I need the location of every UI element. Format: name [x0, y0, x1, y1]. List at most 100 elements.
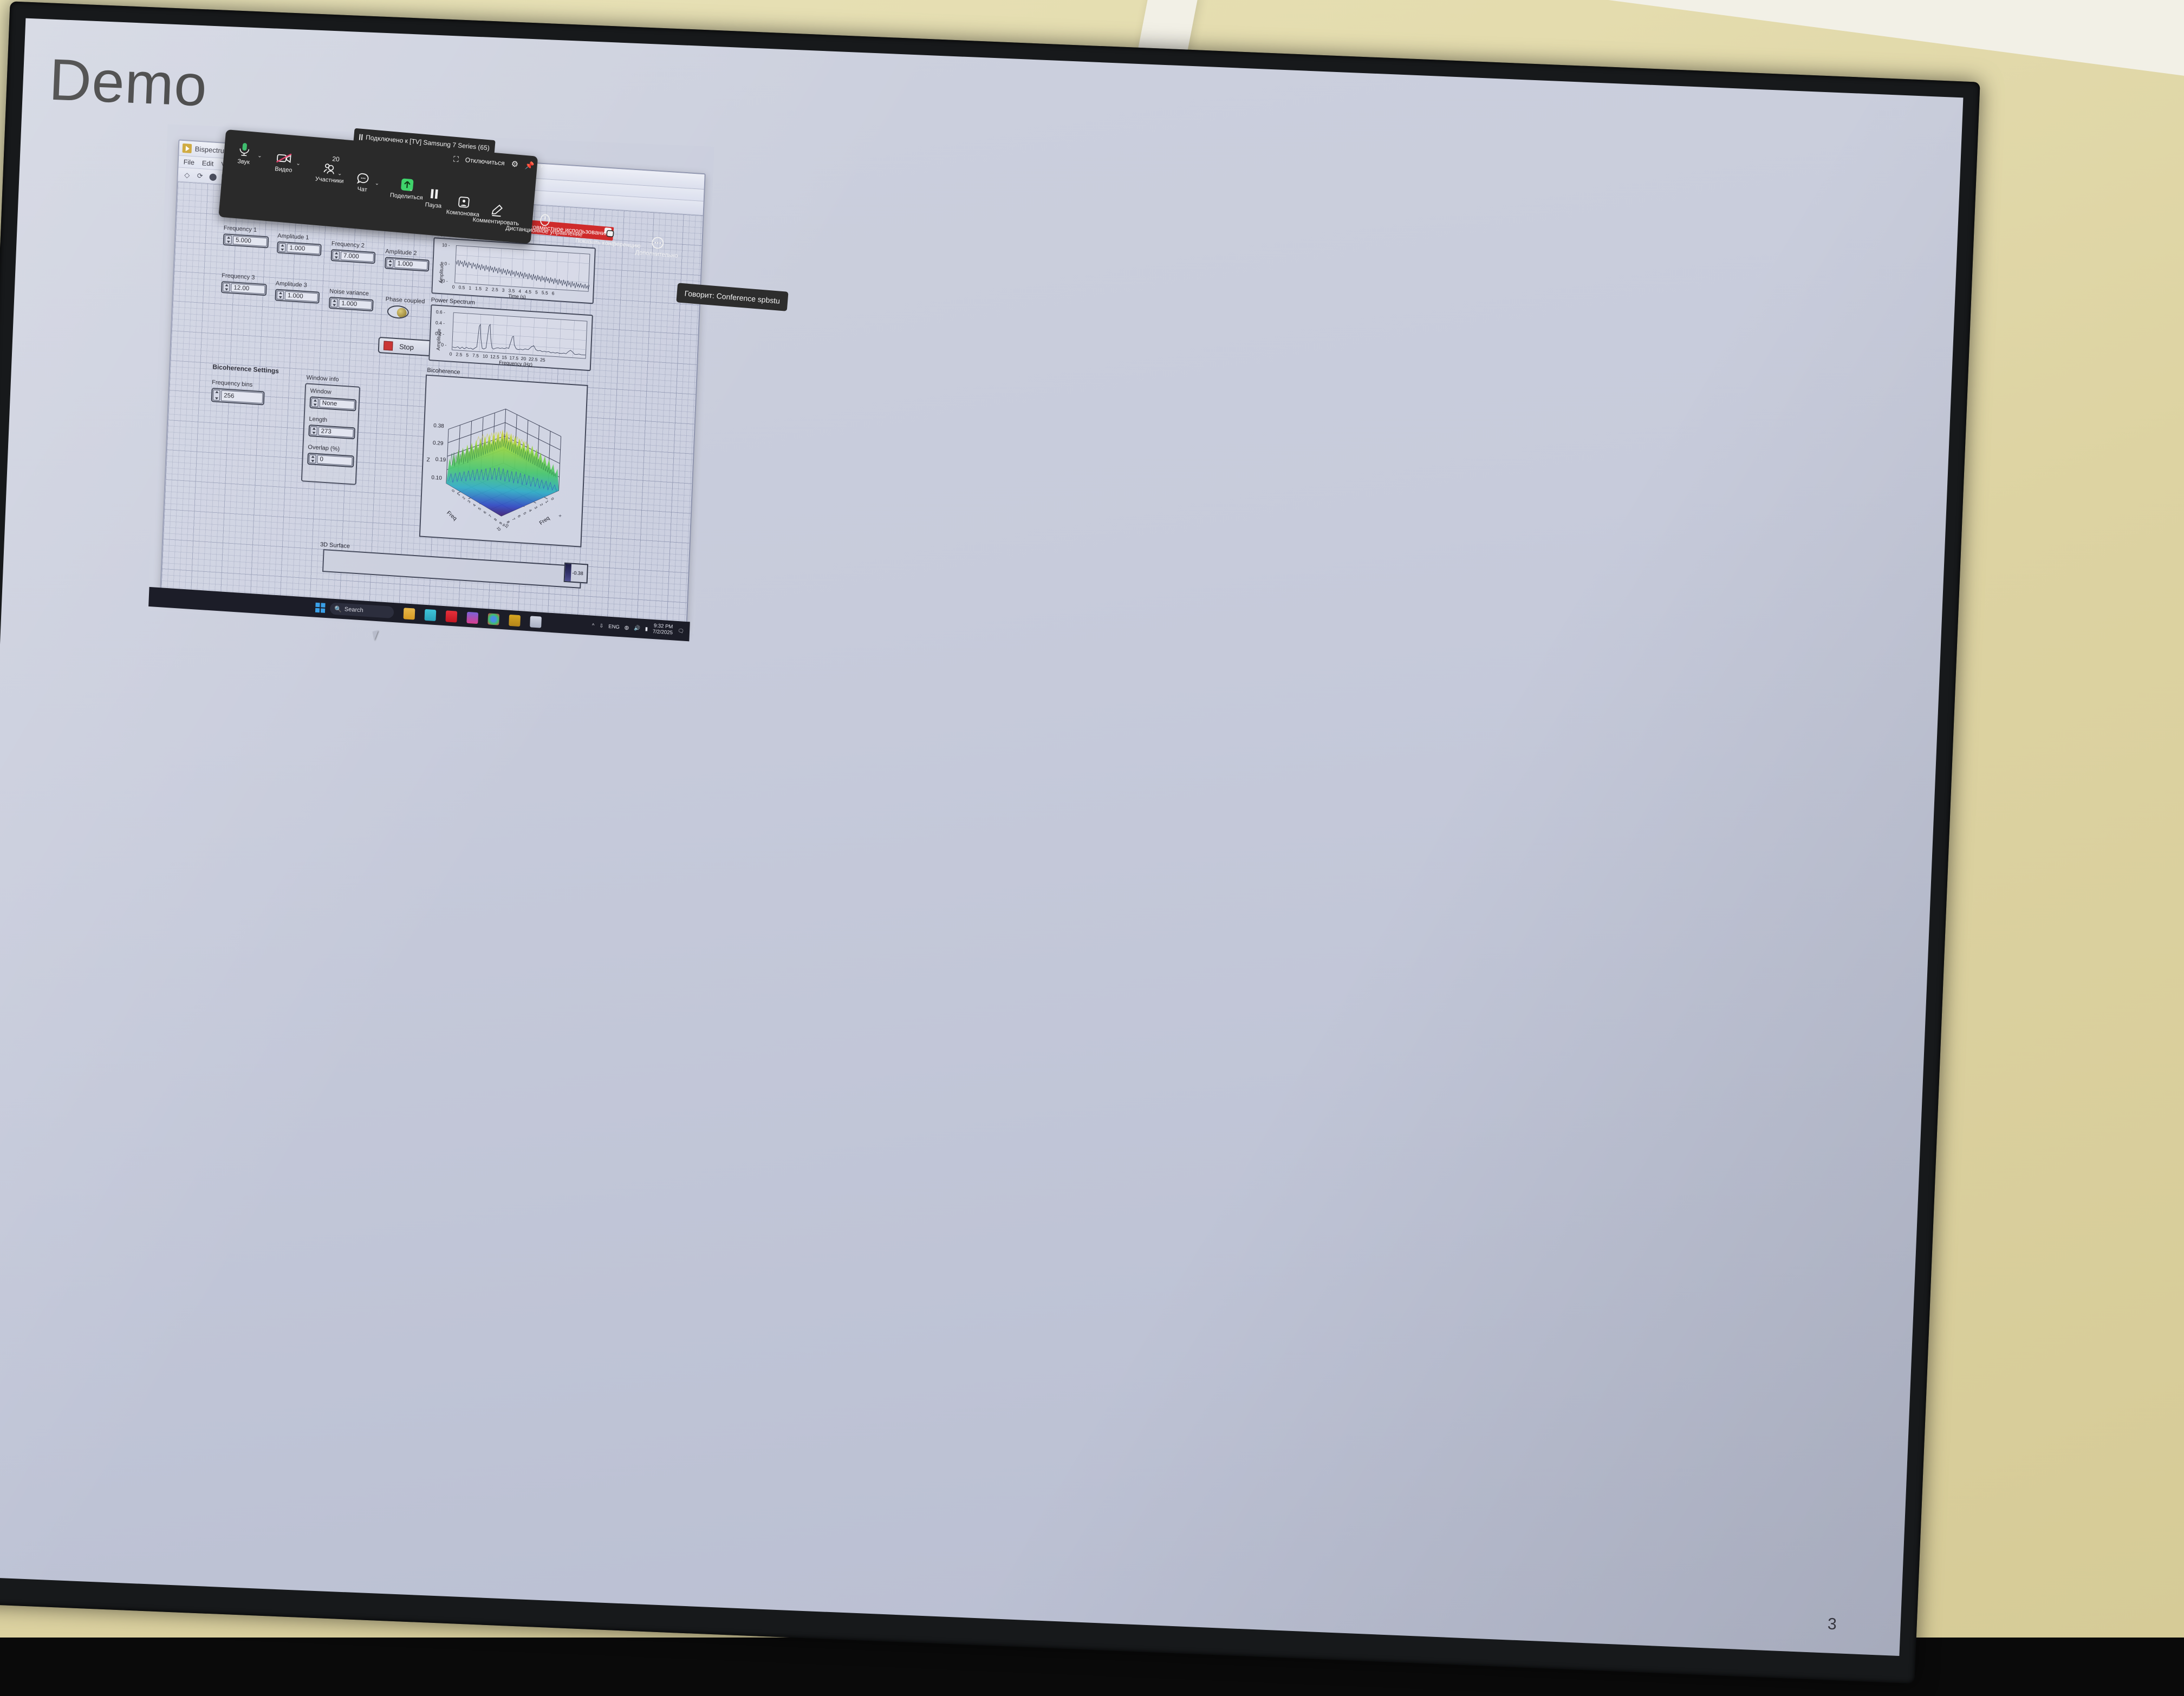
more-ellipsis-icon [651, 233, 665, 250]
window-spinner[interactable] [311, 398, 318, 407]
participants-count: 20 [332, 155, 340, 163]
amplitude-2-label: Amplitude 2 [385, 248, 417, 257]
audio-chevron-down-icon[interactable]: ⌄ [257, 153, 262, 159]
video-chevron-down-icon[interactable]: ⌄ [296, 160, 301, 167]
menu-edit[interactable]: Edit [202, 159, 214, 167]
3d-surface-label: 3D Surface [320, 542, 350, 550]
run-arrow-icon[interactable]: ◇ [183, 170, 192, 180]
youtube-icon[interactable] [445, 610, 457, 622]
frequency-bins-input[interactable]: 256 [211, 388, 265, 405]
frequency-1-spinner[interactable] [225, 235, 232, 244]
calculator-icon[interactable] [530, 616, 542, 628]
language-indicator[interactable]: ENG [608, 623, 620, 630]
3d-surface-strip[interactable] [322, 549, 582, 589]
frequency-3-value: 12.00 [231, 283, 265, 294]
bicoherence-3d-plot[interactable]: 0.38 0.29 0.19 0.10 Z Freq Freq [419, 375, 588, 547]
amplitude-2-input[interactable]: 1.000 [385, 257, 430, 271]
zoom-chat-button[interactable]: Чат [355, 168, 370, 193]
chrome-icon[interactable] [487, 613, 499, 625]
frequency-bins-spinner[interactable] [213, 389, 220, 401]
window-input[interactable]: None [309, 396, 356, 412]
signal-graph[interactable]: Amplitude 10 - 0 - -10 - [431, 237, 596, 304]
noise-variance-input[interactable]: 1.000 [329, 297, 374, 311]
taskbar-clock[interactable]: 9:32 PM 7/2/2025 [653, 623, 673, 636]
frequency-3-input[interactable]: 12.00 [221, 281, 267, 296]
overlap-spinner[interactable] [309, 454, 316, 464]
frequency-1-label: Frequency 1 [224, 225, 257, 233]
labview-cursor: ⁺ [558, 513, 562, 521]
amplitude-3-spinner[interactable] [277, 291, 284, 300]
frequency-2-value: 7.000 [341, 251, 374, 262]
overlap-input[interactable]: 0 [307, 453, 354, 468]
signal-y-tick-0: 0 - [444, 261, 450, 267]
surface-mesh [445, 426, 561, 520]
frequency-2-input[interactable]: 7.000 [331, 249, 376, 264]
zoom-audio-button[interactable]: Звук [237, 140, 251, 166]
amplitude-2-spinner[interactable] [386, 259, 394, 268]
notification-icon[interactable]: 🗨 [678, 628, 684, 634]
taskbar-system-tray[interactable]: ^ ⇩ ENG ◍ 🔊 ▮ 9:32 PM 7/2/2025 🗨 [592, 619, 690, 637]
frequency-1-input[interactable]: 5.000 [223, 233, 269, 248]
zoom-pause-button[interactable]: Пауза [425, 184, 443, 209]
length-input[interactable]: 273 [308, 425, 355, 440]
frequency-3-spinner[interactable] [223, 283, 230, 292]
battery-icon[interactable]: ▮ [645, 626, 648, 632]
signal-y-tick-10: 10 - [442, 242, 450, 248]
frequency-2-spinner[interactable] [333, 251, 340, 260]
color-scale-legend[interactable]: -0.38 [564, 563, 588, 584]
stop-button-label: Stop [399, 342, 414, 351]
zoom-video-button[interactable]: Видео [275, 148, 294, 174]
amplitude-1-spinner[interactable] [278, 243, 286, 252]
run-continuous-icon[interactable]: ⟳ [195, 171, 205, 181]
mouse-cursor [373, 630, 380, 641]
power-y-tick-0: 0 - [441, 342, 446, 348]
color-gradient [565, 564, 571, 582]
signal-y-tick-neg10: -10 - [438, 278, 448, 284]
power-spectrum-graph[interactable]: Amplitude 0.6 - 0.4 - 0.2 - 0 - [428, 304, 593, 371]
amplitude-3-value: 1.000 [285, 291, 318, 302]
power-plot-area [452, 312, 587, 359]
amplitude-2-value: 1.000 [394, 259, 428, 270]
pin-icon[interactable]: 📌 [524, 160, 535, 170]
noise-variance-spinner[interactable] [330, 298, 338, 308]
frequency-1-value: 5.000 [233, 236, 268, 246]
chevron-up-icon[interactable]: ^ [592, 622, 595, 628]
menu-file[interactable]: File [184, 158, 195, 166]
svg-text:3: 3 [534, 506, 538, 510]
teams-icon[interactable] [425, 609, 437, 621]
amplitude-3-input[interactable]: 1.000 [275, 289, 320, 303]
gear-icon[interactable]: ⚙ [511, 159, 519, 169]
share-chevron-down-icon[interactable]: ⌄ [409, 187, 414, 193]
bicoherence-title: Bicoherence [427, 367, 460, 376]
windows-start-icon[interactable] [315, 603, 326, 613]
file-explorer-icon[interactable] [404, 608, 415, 619]
noise-variance-label: Noise variance [329, 288, 369, 297]
tv-screen: Demo 3 Bispectrum POS.vi File Edit View … [0, 18, 1963, 1656]
volume-icon[interactable]: 🔊 [634, 625, 640, 631]
edge-icon[interactable] [466, 611, 478, 623]
abort-icon[interactable]: ⬤ [208, 172, 218, 181]
network-icon[interactable]: ◍ [625, 624, 629, 631]
phase-coupled-indicator [387, 305, 409, 319]
participants-chevron-down-icon[interactable]: ⌄ [337, 171, 342, 177]
zoom-share-button[interactable]: Поделиться [389, 174, 424, 201]
onedrive-icon[interactable]: ⇩ [599, 623, 603, 629]
remote-control-icon [538, 210, 552, 227]
stop-button[interactable]: Stop [378, 337, 432, 356]
window-label: Window [310, 388, 332, 396]
labview-icon[interactable] [509, 614, 521, 626]
chat-chevron-down-icon[interactable]: ⌄ [374, 180, 379, 187]
power-y-tick-06: 0.6 - [436, 309, 445, 315]
taskbar-search[interactable]: 🔍 Search [330, 602, 394, 618]
noise-variance-value: 1.000 [339, 299, 372, 310]
length-spinner[interactable] [310, 426, 317, 435]
chat-icon [356, 168, 370, 185]
labview-app-icon [183, 143, 192, 153]
svg-text:5: 5 [478, 507, 482, 511]
svg-text:6: 6 [483, 511, 487, 515]
zoom-more-button[interactable]: Дополнительно [635, 231, 680, 259]
cast-icon: ⛶ [453, 154, 459, 164]
television-display: Demo 3 Bispectrum POS.vi File Edit View … [0, 0, 2013, 1696]
amplitude-1-input[interactable]: 1.000 [277, 242, 322, 256]
chevron-right-icon[interactable]: › [541, 163, 543, 169]
